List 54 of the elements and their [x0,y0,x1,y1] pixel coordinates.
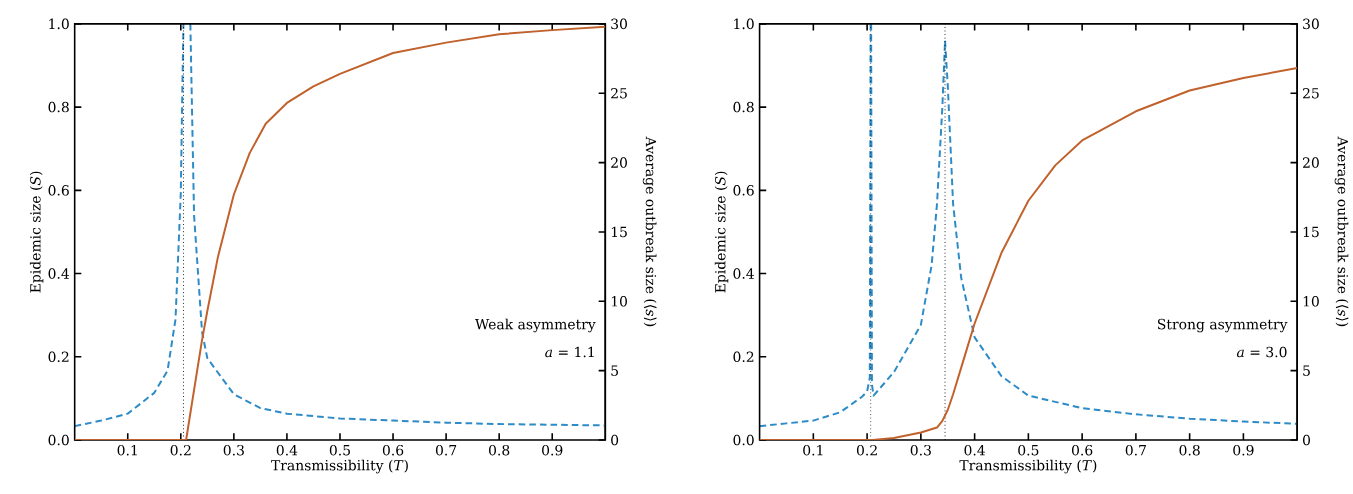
y-tick-label: 1.0 [49,18,69,30]
y2-axis-title: Average outbreak size (⟨s⟩) [642,136,657,327]
y2-tick-label: 15 [611,226,627,238]
y2-tick-label: 30 [1303,18,1319,30]
y-tick-label: 0.2 [48,351,69,363]
x-tick-label: 0.7 [1125,445,1146,456]
x-tick-label: 0.2 [170,445,191,456]
y-axis-title: Epidemic size (S) [714,171,729,293]
y2-tick-label: 10 [1303,296,1319,307]
y-tick-label: 0.2 [733,351,754,363]
x-tick-label: 0.4 [964,445,985,456]
y-tick-label: 0.4 [48,268,70,279]
x-tick-label: 0.8 [489,445,510,456]
x-tick-label: 0.1 [117,445,137,456]
annotation: Weak asymmetry [475,318,596,333]
y-tick-label: 0.0 [48,434,69,446]
x-tick-label: 0.9 [542,445,563,456]
y-axis-title: Epidemic size (S) [29,171,44,293]
y2-tick-label: 20 [1303,157,1319,168]
y-tick-label: 0.0 [733,434,754,446]
y2-tick-label: 20 [611,157,627,168]
x-tick-label: 0.6 [1071,445,1093,456]
y-tick-label: 0.8 [733,101,754,113]
y-tick-label: 0.8 [48,101,69,113]
annotation: Strong asymmetry [1157,318,1288,333]
x-tick-label: 0.6 [382,445,404,456]
y2-tick-label: 0 [1302,434,1310,446]
y-tick-label: 1.0 [734,18,754,30]
y2-tick-label: 25 [1303,88,1319,99]
y-tick-label: 0.6 [733,185,754,196]
annotation: a = 1.1 [545,346,594,358]
y2-tick-label: 10 [611,296,627,307]
annotation: a = 3.0 [1236,346,1287,358]
x-tick-label: 0.3 [223,445,244,456]
y2-axis-title: Average outbreak size (⟨s⟩) [1334,136,1349,327]
y2-tick-label: 30 [611,18,627,30]
y2-tick-label: 15 [1303,226,1319,238]
x-tick-label: 0.7 [435,445,457,456]
x-tick-label: 0.9 [1233,445,1254,456]
x-tick-label: 0.4 [276,445,298,456]
x-tick-label: 0.2 [856,445,877,456]
x-axis-title: Transmissibility (T) [959,459,1097,474]
y2-tick-label: 0 [611,434,619,446]
x-tick-label: 0.8 [1179,445,1200,456]
x-tick-label: 0.3 [910,445,931,456]
y-tick-label: 0.4 [733,268,754,279]
y2-tick-label: 25 [611,88,627,99]
x-tick-label: 0.1 [803,445,823,456]
x-axis-title: Transmissibility (T) [271,459,408,474]
y2-tick-label: 5 [1303,365,1310,376]
y2-tick-label: 5 [611,365,618,376]
y-tick-label: 0.6 [48,185,69,196]
x-tick-label: 0.5 [329,445,350,456]
x-tick-label: 0.5 [1018,445,1039,456]
